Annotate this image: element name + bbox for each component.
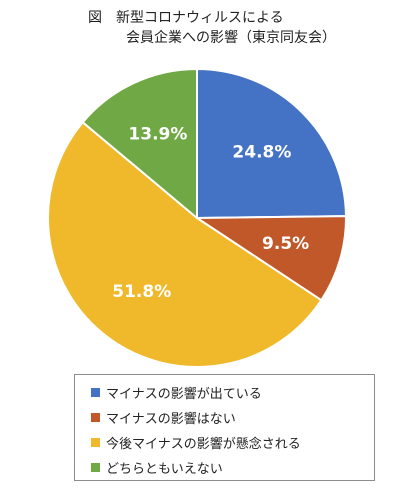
legend: マイナスの影響が出ている マイナスの影響はない 今後マイナスの影響が懸念される … — [74, 374, 375, 481]
legend-label: マイナスの影響が出ている — [106, 386, 262, 402]
pie-slice — [81, 67, 198, 221]
legend-item: どちらともいえない — [91, 457, 223, 477]
legend-item: マイナスの影響はない — [91, 407, 236, 427]
pie-slice — [196, 67, 348, 220]
legend-swatch — [91, 412, 100, 422]
legend-swatch — [91, 387, 100, 397]
pie-slice — [193, 215, 347, 302]
legend-label: どちらともいえない — [106, 461, 223, 477]
legend-swatch — [91, 437, 100, 447]
pie-data-label: 51.8% — [112, 282, 171, 302]
legend-label: マイナスの影響はない — [106, 411, 236, 427]
pie-data-label: 24.8% — [232, 142, 291, 162]
pie-data-label: 13.9% — [128, 124, 187, 144]
legend-item: マイナスの影響が出ている — [91, 382, 262, 402]
pie-data-label: 9.5% — [262, 234, 309, 254]
chart-title-line-2: 会員企業への影響（東京同友会） — [126, 30, 336, 46]
legend-item: 今後マイナスの影響が懸念される — [91, 432, 301, 452]
pie-chart: 24.8% 9.5% 51.8% 13.9% — [47, 67, 348, 368]
legend-label: 今後マイナスの影響が懸念される — [106, 436, 301, 452]
pie-slice — [47, 120, 323, 368]
legend-swatch — [91, 462, 100, 472]
chart-title-line-1: 図 新型コロナウィルスによる — [88, 10, 284, 26]
